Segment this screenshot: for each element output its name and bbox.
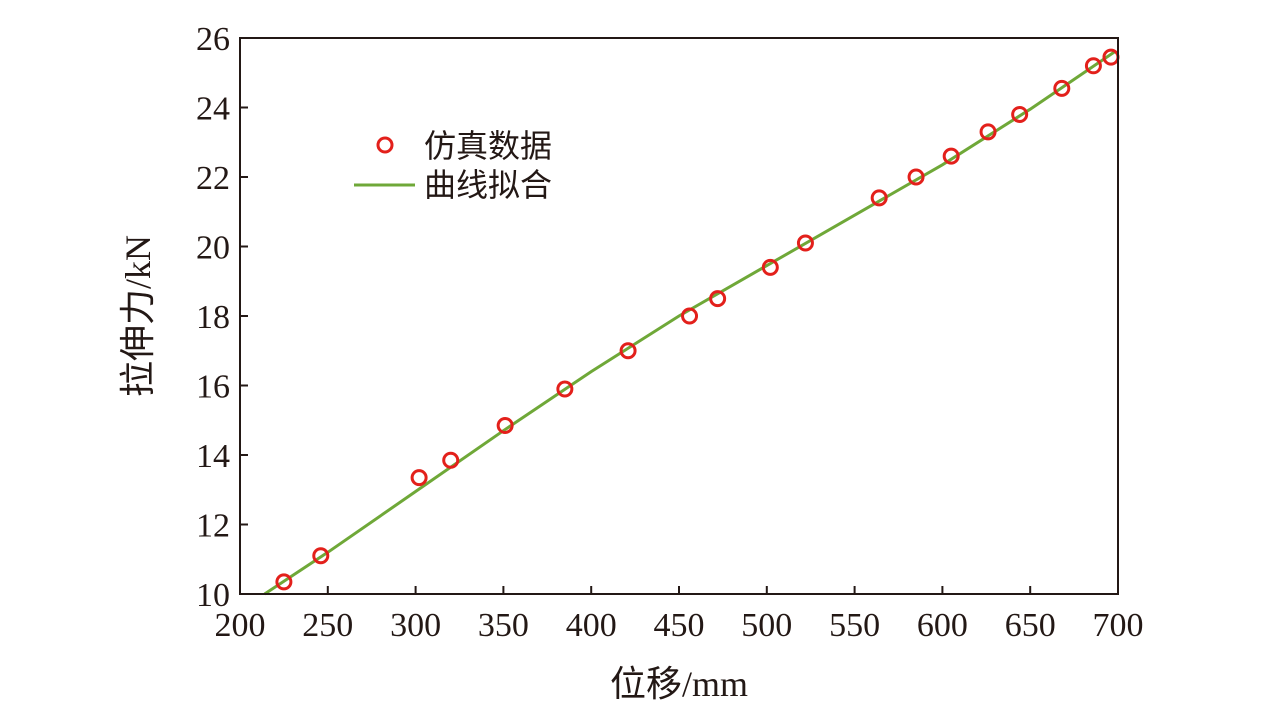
legend: 仿真数据 曲线拟合	[354, 128, 552, 203]
x-tick-label: 450	[654, 607, 705, 644]
y-tick-label: 22	[196, 160, 230, 197]
data-point	[1084, 57, 1102, 75]
data-point	[796, 234, 814, 252]
y-axis-title: 拉伸力/kN	[118, 235, 158, 397]
data-point	[1053, 79, 1071, 97]
y-tick-label: 18	[196, 299, 230, 336]
x-tick-label: 700	[1093, 607, 1144, 644]
data-point	[619, 342, 637, 360]
data-point	[870, 189, 888, 207]
data-point	[1011, 105, 1029, 123]
plot-frame	[239, 37, 1119, 595]
data-point	[979, 123, 997, 141]
x-tick-label: 650	[1005, 607, 1056, 644]
x-tick-label: 250	[302, 607, 353, 644]
x-tick-label: 350	[478, 607, 529, 644]
y-tick-label: 12	[196, 508, 230, 545]
y-tick-label: 20	[196, 230, 230, 267]
data-points-layer	[275, 48, 1120, 591]
x-tick-label: 200	[215, 607, 266, 644]
data-point	[942, 147, 960, 165]
fit-line-layer	[263, 50, 1116, 596]
x-tick-label: 500	[741, 607, 792, 644]
legend-marker-simulation	[376, 136, 394, 154]
y-tick-labels: 10 12 14 16 18 20 22 24 26	[196, 21, 230, 614]
y-tick-label: 24	[196, 91, 230, 128]
data-point	[496, 416, 514, 434]
y-tick-label: 26	[196, 21, 230, 58]
fit-curve	[263, 50, 1116, 596]
x-tick-label: 600	[917, 607, 968, 644]
data-point	[907, 168, 925, 186]
x-axis-title: 位移/mm	[610, 664, 748, 704]
data-point	[275, 573, 293, 591]
legend-label-simulation: 仿真数据	[424, 128, 552, 164]
data-point	[709, 290, 727, 308]
data-point	[556, 380, 574, 398]
y-tick-label: 10	[196, 577, 230, 614]
x-tick-label: 400	[566, 607, 617, 644]
data-point	[410, 469, 428, 487]
x-tick-label: 550	[829, 607, 880, 644]
x-tick-labels: 200 250 300 350 400 450 500 550 600 650 700	[215, 607, 1144, 644]
x-tick-label: 300	[390, 607, 441, 644]
legend-label-fit: 曲线拟合	[424, 167, 552, 203]
data-point	[681, 307, 699, 325]
data-point	[312, 547, 330, 565]
data-point	[761, 258, 779, 276]
data-point	[442, 451, 460, 469]
y-tick-label: 16	[196, 369, 230, 406]
y-tick-label: 14	[196, 438, 230, 475]
